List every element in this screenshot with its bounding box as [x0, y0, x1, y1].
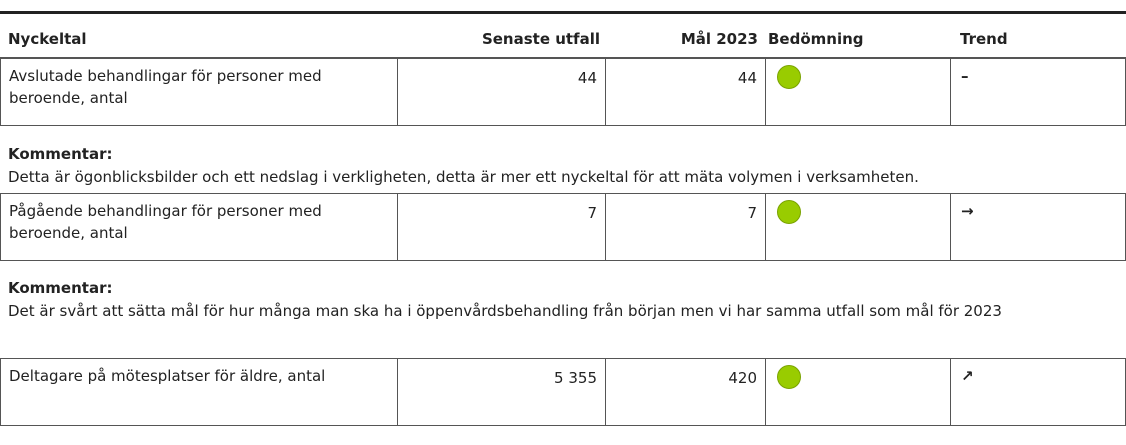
- goal-value: 7: [605, 193, 766, 261]
- trend: ↗: [950, 358, 1126, 426]
- kpi-name: Deltagare på mötesplatser för äldre, ant…: [0, 358, 398, 426]
- header-rule: [0, 57, 1126, 58]
- top-rule: [0, 11, 1126, 14]
- trend: →: [950, 193, 1126, 261]
- latest-value: 44: [397, 58, 606, 126]
- column-header: Nyckeltal: [8, 30, 87, 48]
- assessment-indicator: [777, 65, 801, 89]
- comment-label: Kommentar:: [8, 279, 113, 297]
- comment: Det är svårt att sätta mål för hur många…: [8, 302, 1002, 320]
- comment-label: Kommentar:: [8, 145, 113, 163]
- assessment-indicator: [777, 200, 801, 224]
- goal-value: 44: [605, 58, 766, 126]
- column-header: Senaste utfall: [481, 30, 600, 48]
- trend: –: [950, 58, 1126, 126]
- column-header: Bedömning: [768, 30, 864, 48]
- latest-value: 5 355: [397, 358, 606, 426]
- kpi-name: Pågående behandlingar för personer med b…: [0, 193, 398, 261]
- kpi-name: Avslutade behandlingar för personer med …: [0, 58, 398, 126]
- goal-value: 420: [605, 358, 766, 426]
- column-header: Trend: [960, 30, 1008, 48]
- column-header: Mål 2023: [680, 30, 758, 48]
- comment: Detta är ögonblicksbilder och ett nedsla…: [8, 168, 919, 186]
- latest-value: 7: [397, 193, 606, 261]
- assessment-indicator: [777, 365, 801, 389]
